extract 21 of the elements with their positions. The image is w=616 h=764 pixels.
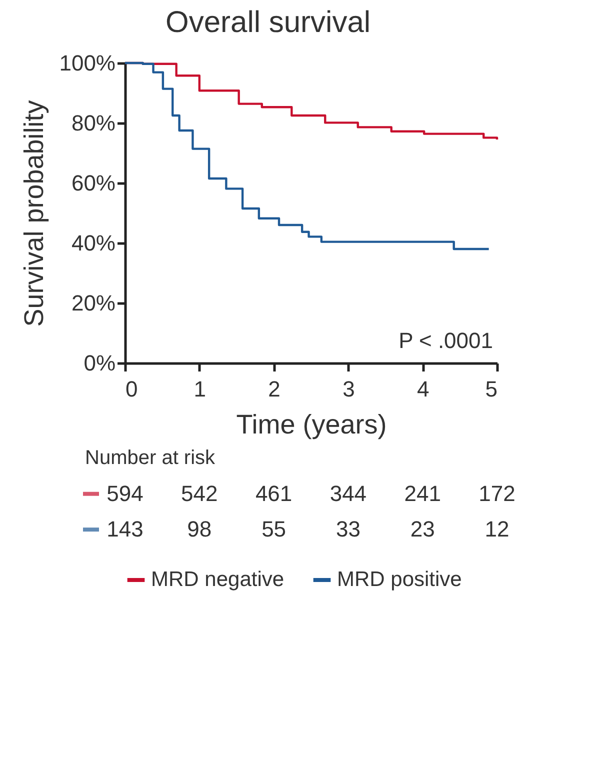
- y-tick-label: 60%: [71, 170, 116, 196]
- x-tick-label: 1: [194, 376, 206, 402]
- legend-label: MRD positive: [337, 568, 462, 591]
- y-tick-label: 100%: [59, 50, 116, 76]
- x-axis-title: Time (years): [236, 410, 387, 440]
- x-tick-label: 2: [268, 376, 280, 402]
- text: 143 98 55 33 23 12: [106, 516, 510, 542]
- x-tick-label: 5: [485, 376, 498, 402]
- y-tick-label: 40%: [71, 230, 116, 256]
- annotation: P < .0001: [398, 328, 493, 353]
- legend-label: MRD negative: [151, 568, 284, 591]
- chart-title: Overall survival: [166, 6, 371, 39]
- y-tick-label: 20%: [71, 290, 116, 316]
- text: Number at risk: [85, 447, 216, 470]
- x-tick-label: 3: [342, 376, 355, 402]
- x-tick-label: 0: [126, 376, 138, 402]
- y-tick-label: 0%: [84, 350, 116, 376]
- x-tick-label: 4: [416, 376, 430, 402]
- text: 594 542 461 344 241 172: [106, 480, 516, 506]
- y-axis-title: Survival probability: [19, 100, 50, 327]
- y-tick-label: 80%: [71, 110, 116, 136]
